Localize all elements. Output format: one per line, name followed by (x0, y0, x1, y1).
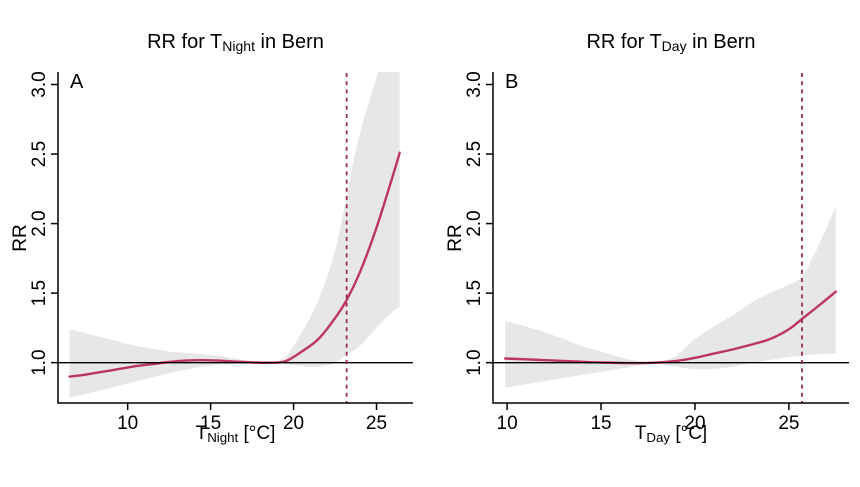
panel-b-xlabel-pre: T (634, 423, 647, 444)
panel-b-x-tick-label: 15 (590, 413, 611, 434)
panel-b-ci-band (505, 206, 836, 388)
panel-b-y-tick-label: 3.0 (464, 71, 485, 97)
panel-b-y-tick-label: 2.0 (464, 210, 485, 236)
panel-b-title-post: in Bern (686, 31, 756, 53)
panel-b-x-tick-label: 10 (497, 413, 518, 434)
panel-a-y-tick-label: 1.0 (29, 349, 50, 375)
panel-a-label: A (70, 71, 84, 93)
panel-b-rr-curve (504, 290, 837, 365)
panel-b-y-tick-label: 2.5 (464, 141, 485, 167)
panel-b-axes (492, 72, 849, 404)
panel-a-x-tick-label: 10 (117, 413, 138, 434)
panel-b-label: B (505, 71, 519, 93)
panel-b-plot-area (504, 206, 837, 388)
panel-a-title: RR for TNight in Bern (58, 31, 413, 54)
panel-a-title-sub: Night (222, 38, 255, 55)
panel-a-xlabel-sub: Night (207, 429, 239, 445)
panel-a-y-tick-label: 2.5 (29, 141, 50, 167)
panel-a-x-tick-label: 15 (200, 413, 221, 434)
panel-a-y-tick-label: 2.0 (29, 210, 50, 236)
panel-b-title: RR for TDay in Bern (493, 31, 849, 54)
panel-a-x-tick-label: 20 (283, 413, 304, 434)
panel-a-x-axis-label: TNight [°C] (58, 423, 413, 445)
panel-a-y-tick-label: 3.0 (29, 71, 50, 97)
panel-a-y-axis-label: RR (10, 224, 31, 252)
panel-a-title-pre: RR for T (147, 31, 223, 53)
panel-a-xlabel-post: [°C] (238, 423, 276, 444)
panel-b-y-axis-label: RR (445, 224, 466, 252)
panel-b-title-sub: Day (661, 38, 687, 55)
panel-b-x-axis-label: TDay [°C] (493, 423, 849, 445)
panel-b-x-tick-label: 20 (684, 413, 705, 434)
panel-b-xlabel-post: [°C] (670, 423, 708, 444)
panel-a-x-tick-label: 25 (366, 413, 387, 434)
panel-a-xlabel-pre: T (195, 423, 208, 444)
panel-a-ci-band (69, 72, 400, 398)
panel-b-x-tick-label: 25 (778, 413, 799, 434)
panel-b-xlabel-sub: Day (646, 429, 671, 445)
panel-a-y-tick-label: 1.5 (29, 280, 50, 306)
panel-a-title-post: in Bern (254, 31, 324, 53)
panel-a-axes (57, 72, 413, 404)
panel-b-y-tick-label: 1.0 (464, 349, 485, 375)
panel-b-title-pre: RR for T (586, 31, 662, 53)
panel-b-y-tick-label: 1.5 (464, 280, 485, 306)
panel-a-plot-area (68, 72, 401, 398)
